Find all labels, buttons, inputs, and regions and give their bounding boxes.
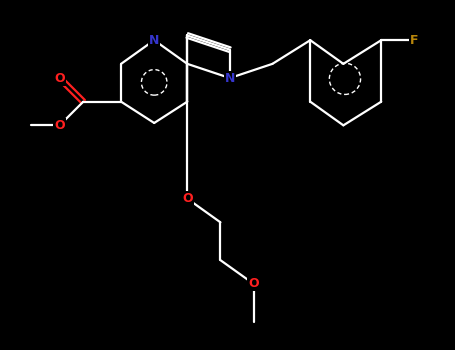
Text: F: F xyxy=(410,34,419,47)
Text: O: O xyxy=(182,192,192,205)
Text: O: O xyxy=(54,71,65,85)
Text: N: N xyxy=(225,71,235,85)
Text: O: O xyxy=(248,277,259,290)
Text: O: O xyxy=(54,119,65,132)
Text: N: N xyxy=(149,34,159,47)
